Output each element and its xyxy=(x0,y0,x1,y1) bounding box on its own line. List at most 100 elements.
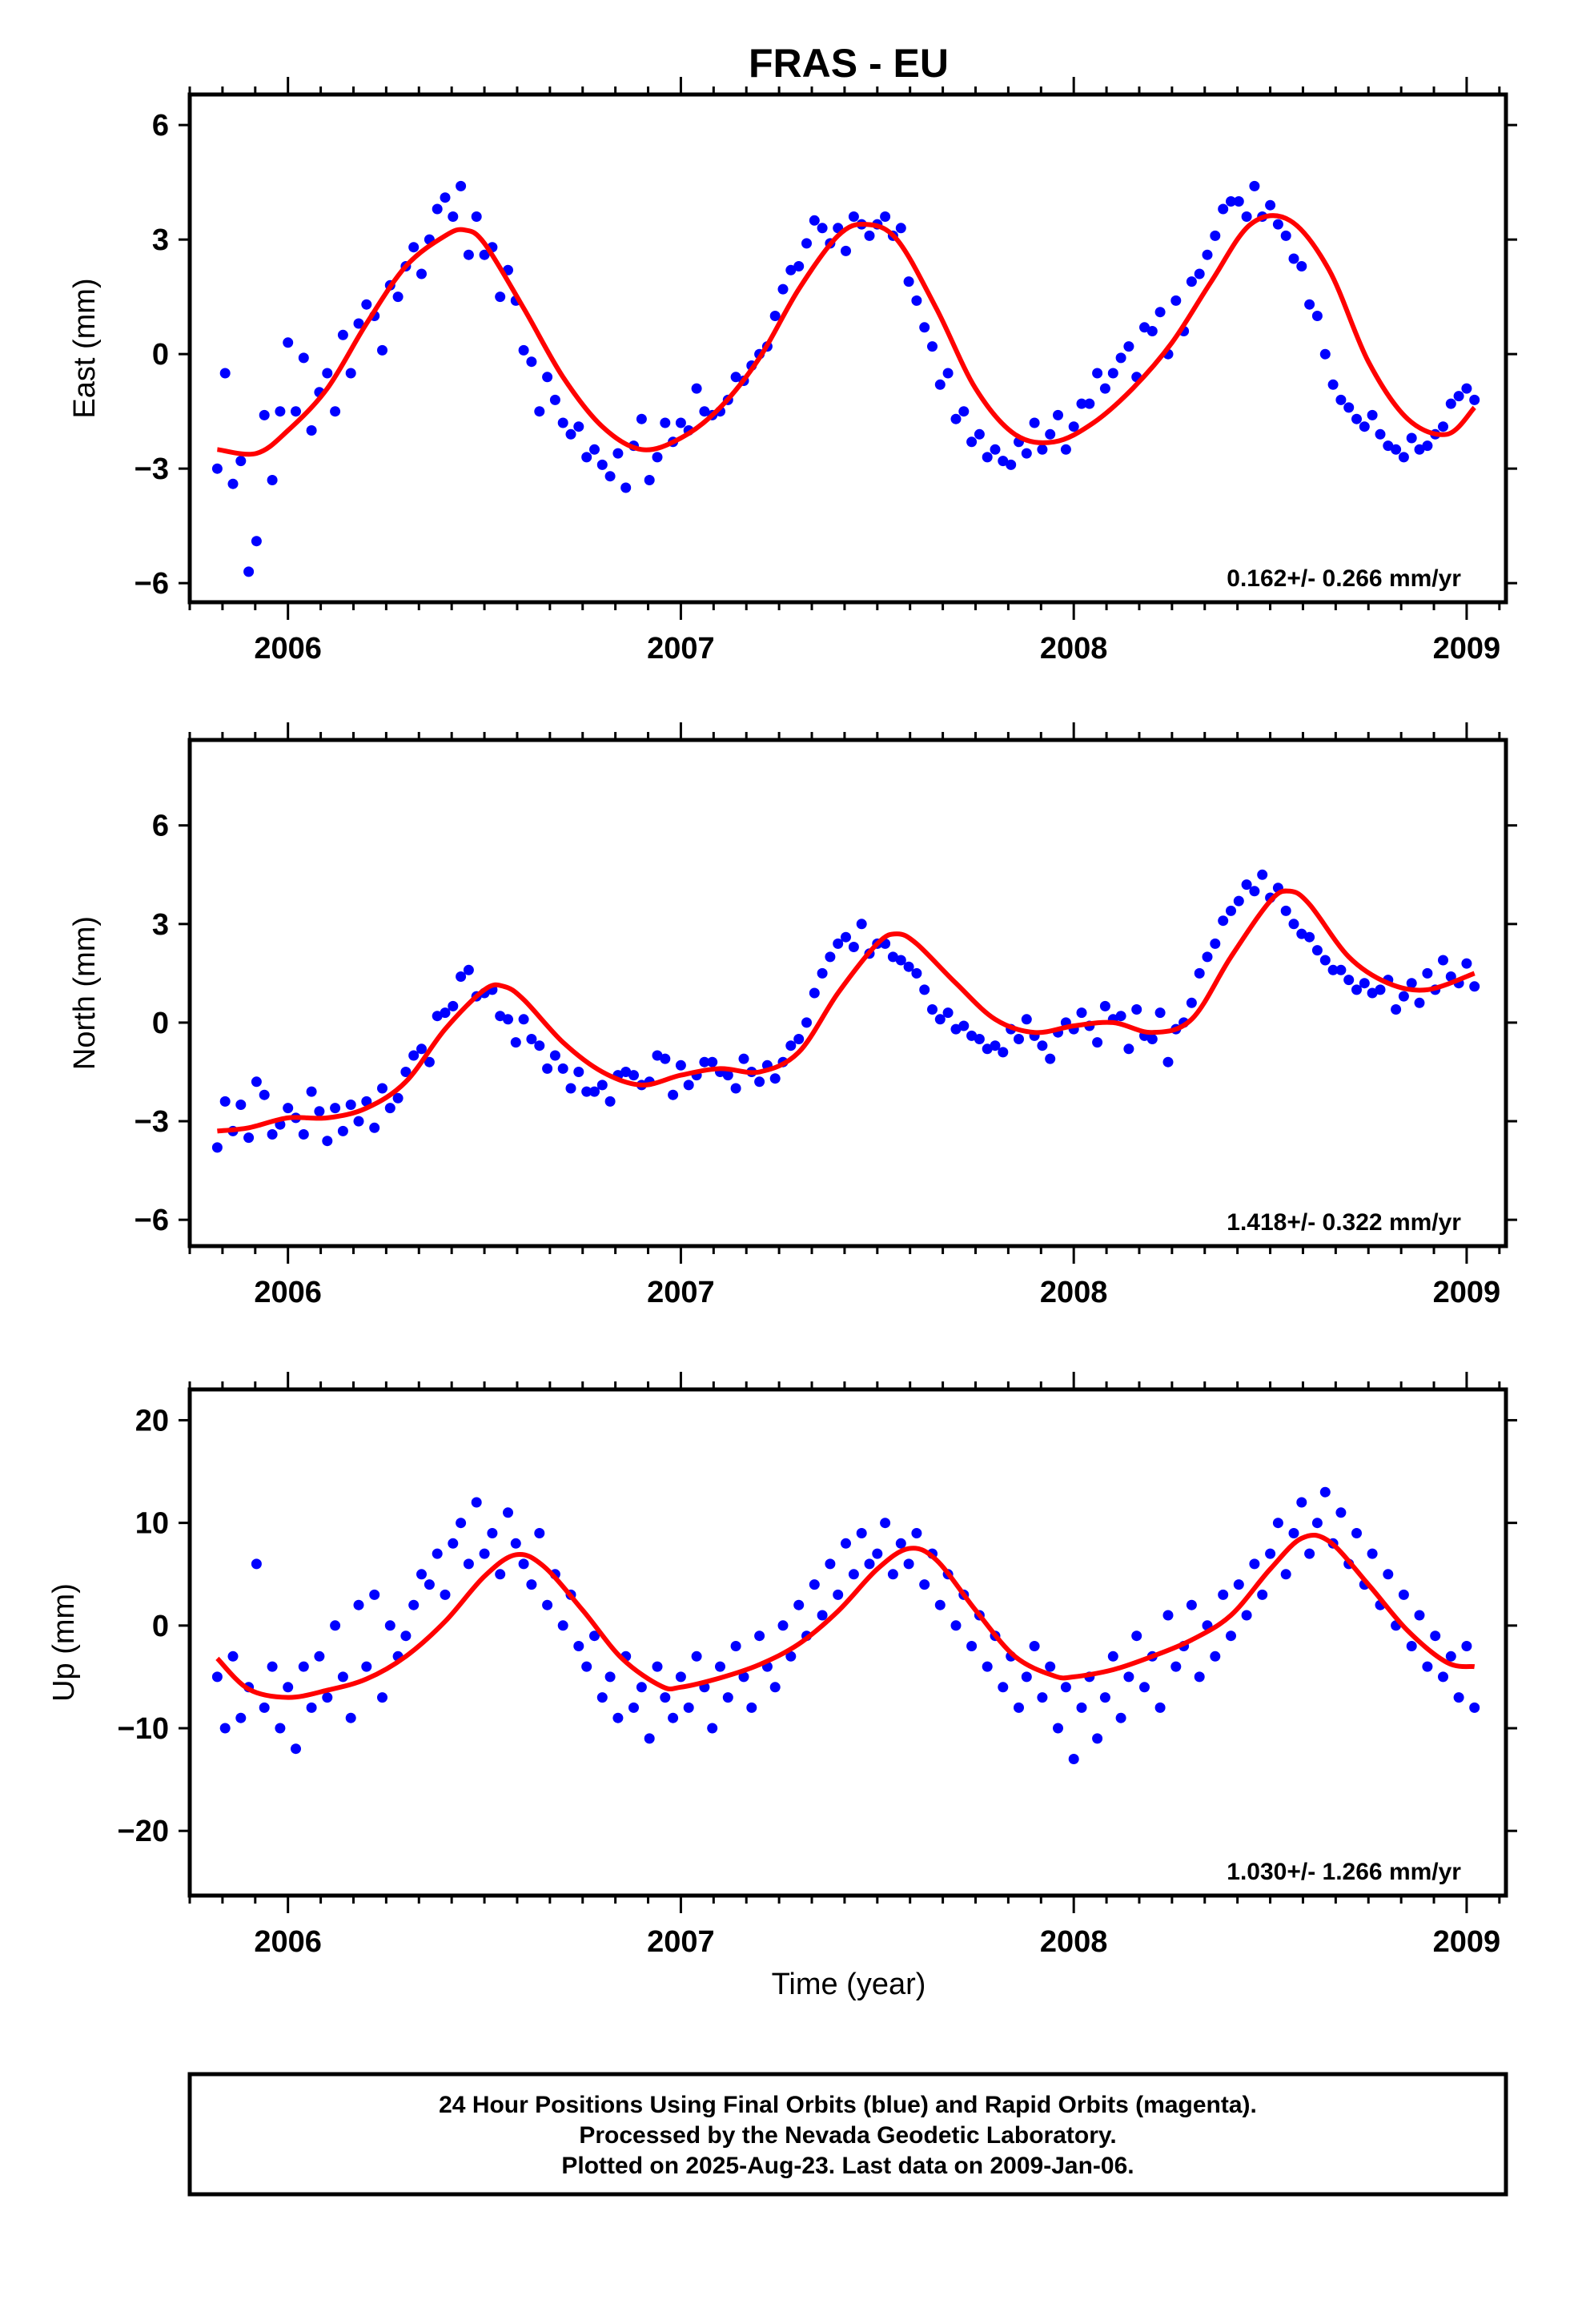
north-data-point xyxy=(448,1000,459,1011)
up-data-point xyxy=(1045,1661,1056,1672)
up-data-point xyxy=(1029,1641,1040,1651)
north-data-point xyxy=(1398,991,1409,1002)
east-data-point xyxy=(950,413,962,424)
east-data-point xyxy=(227,478,239,489)
east-ytick-label: 3 xyxy=(152,223,169,257)
north-data-point xyxy=(1422,967,1433,979)
east-data-point xyxy=(769,311,781,321)
up-data-point xyxy=(880,1518,891,1529)
north-data-point xyxy=(942,1007,954,1019)
east-data-point xyxy=(1037,444,1048,455)
east-data-point xyxy=(1265,199,1276,211)
east-data-point xyxy=(589,444,600,455)
up-data-point xyxy=(408,1599,420,1610)
footer-line-1: 24 Hour Positions Using Final Orbits (bl… xyxy=(439,2092,1257,2118)
north-data-point xyxy=(510,1037,521,1048)
north-data-point xyxy=(927,1004,938,1015)
east-data-point xyxy=(1210,230,1221,241)
up-data-point xyxy=(526,1579,537,1590)
up-data-point xyxy=(982,1661,993,1672)
east-xtick-label: 2009 xyxy=(1433,632,1501,665)
east-data-point xyxy=(1218,203,1229,215)
north-data-point xyxy=(982,1043,993,1055)
east-ylabel: East (mm) xyxy=(68,278,102,418)
east-data-point xyxy=(1422,440,1433,452)
north-data-point xyxy=(1375,984,1386,995)
north-data-point xyxy=(1241,879,1252,891)
north-data-point xyxy=(950,1023,962,1035)
up-data-point xyxy=(322,1692,333,1703)
up-data-point xyxy=(1170,1661,1182,1672)
up-data-point xyxy=(1288,1528,1299,1538)
east-data-point xyxy=(1311,311,1323,321)
up-data-point xyxy=(1115,1712,1126,1723)
up-data-point xyxy=(424,1579,435,1590)
east-data-point xyxy=(777,283,789,295)
up-data-point xyxy=(1092,1733,1103,1744)
up-data-point xyxy=(998,1682,1009,1693)
east-ytick-label: −6 xyxy=(135,567,169,601)
east-data-point xyxy=(880,211,891,222)
up-data-point xyxy=(377,1692,387,1703)
north-data-point xyxy=(1327,964,1339,975)
east-data-point xyxy=(518,344,529,356)
up-data-point xyxy=(1021,1671,1032,1683)
east-data-point xyxy=(990,444,1001,455)
up-data-point xyxy=(518,1558,529,1570)
east-data-point xyxy=(251,536,262,547)
up-ytick-label: −20 xyxy=(118,1815,169,1848)
east-data-point xyxy=(1438,421,1448,432)
east-data-point xyxy=(432,203,443,215)
east-data-point xyxy=(463,249,474,260)
east-data-point xyxy=(471,211,482,222)
up-data-point xyxy=(1280,1569,1291,1580)
up-data-point xyxy=(471,1497,482,1508)
north-data-point xyxy=(1037,1040,1048,1051)
north-data-point xyxy=(298,1129,309,1140)
up-data-point xyxy=(432,1548,443,1559)
up-data-point xyxy=(738,1671,749,1683)
north-data-point xyxy=(549,1050,560,1061)
north-data-point xyxy=(581,1086,592,1097)
north-rate-text: 1.418+/- 0.322 mm/yr xyxy=(1227,1209,1461,1236)
north-data-point xyxy=(211,1142,223,1153)
north-data-point xyxy=(801,1017,812,1028)
north-data-point xyxy=(353,1116,364,1127)
east-data-point xyxy=(259,409,270,420)
up-data-point xyxy=(1194,1671,1205,1683)
east-data-point xyxy=(958,406,970,417)
up-data-point xyxy=(612,1712,624,1723)
north-data-point xyxy=(251,1076,262,1088)
east-data-point xyxy=(1139,322,1150,333)
up-data-point xyxy=(487,1528,498,1538)
north-data-point xyxy=(1304,931,1315,943)
up-data-point xyxy=(456,1518,467,1529)
north-data-point xyxy=(1391,1004,1402,1015)
east-data-point xyxy=(1359,421,1370,432)
east-data-point xyxy=(1272,219,1283,230)
up-data-point xyxy=(573,1641,584,1651)
up-data-point xyxy=(384,1620,396,1631)
up-data-point xyxy=(1162,1610,1174,1621)
north-data-point xyxy=(841,931,851,943)
up-data-point xyxy=(330,1620,341,1631)
east-data-point xyxy=(998,456,1009,467)
north-data-point xyxy=(934,1014,946,1025)
up-panel: −20 −10 0 10 20 2006 2007 2008 2009 Up (mm) 1.030+… xyxy=(47,1372,1517,1959)
east-data-point xyxy=(1453,391,1464,402)
up-data-point xyxy=(950,1620,962,1631)
north-data-point xyxy=(730,1083,741,1094)
east-data-point xyxy=(1186,276,1197,287)
up-data-point xyxy=(251,1558,262,1570)
east-data-point xyxy=(1115,352,1126,364)
east-data-point xyxy=(1194,268,1205,279)
north-data-point xyxy=(911,967,922,979)
north-data-point xyxy=(503,1014,513,1025)
up-data-point xyxy=(675,1671,686,1683)
up-ytick-label: 10 xyxy=(135,1507,169,1541)
up-data-point xyxy=(1068,1754,1079,1764)
east-data-point xyxy=(1367,409,1378,420)
north-data-point xyxy=(1367,987,1378,999)
north-data-point xyxy=(495,1011,506,1022)
up-data-point xyxy=(1311,1518,1323,1529)
